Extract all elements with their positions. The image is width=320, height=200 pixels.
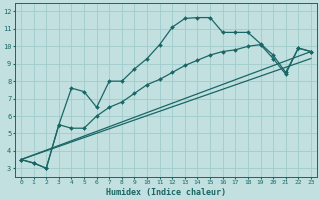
X-axis label: Humidex (Indice chaleur): Humidex (Indice chaleur) bbox=[106, 188, 226, 197]
